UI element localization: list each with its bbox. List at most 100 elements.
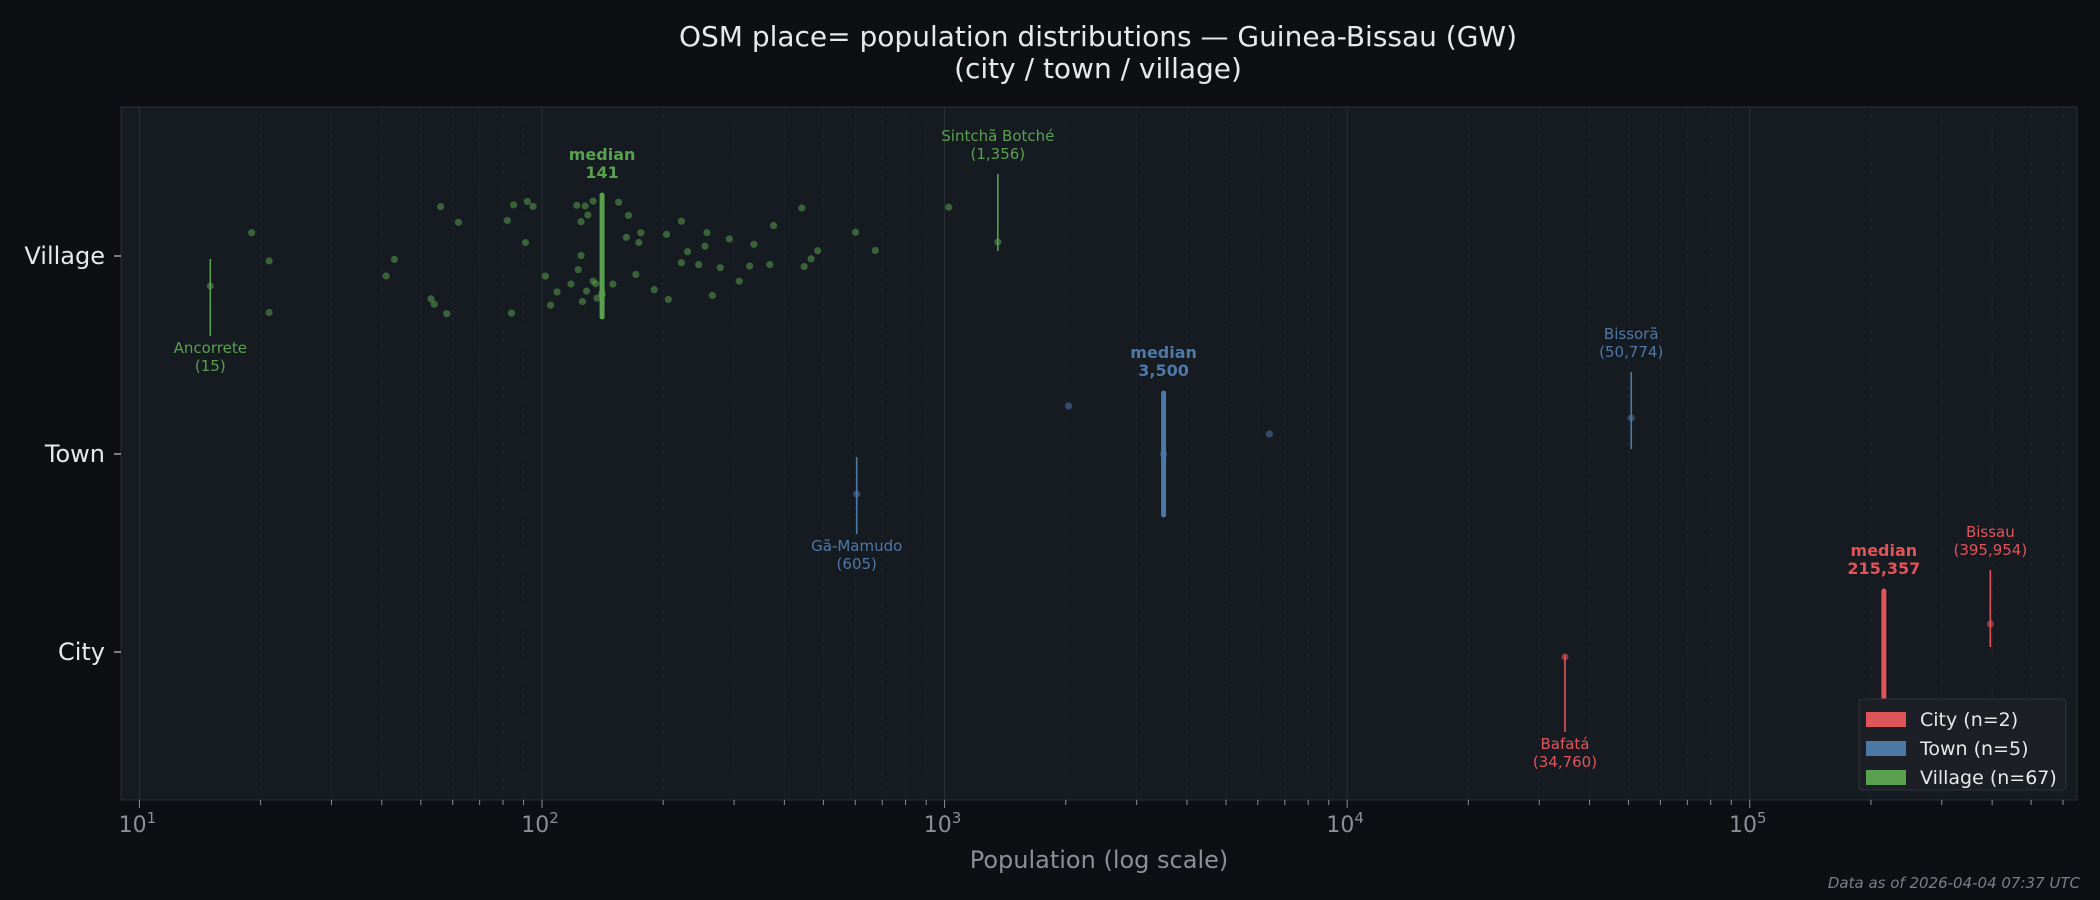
data-point-village <box>582 287 591 295</box>
data-point-village <box>807 255 815 263</box>
data-point-town <box>1065 402 1073 410</box>
data-point-village <box>624 211 633 220</box>
data-point-village <box>664 295 672 304</box>
data-point-village <box>503 216 511 225</box>
data-point-town <box>1160 450 1168 458</box>
data-point-village <box>716 264 724 272</box>
max-annotation-name: Bissau <box>1966 523 2015 541</box>
data-point-village <box>663 230 671 238</box>
data-point-village <box>684 247 692 256</box>
data-point-village <box>443 310 451 318</box>
data-point-village <box>695 260 703 269</box>
data-point-village <box>746 262 754 270</box>
median-value: 3,500 <box>1138 361 1189 380</box>
data-point-village <box>598 291 606 299</box>
legend-label-village: Village (n=67) <box>1920 767 2057 789</box>
data-point-village <box>521 238 530 247</box>
data-point-village <box>541 272 550 280</box>
x-tick-label: 104 <box>1326 809 1364 838</box>
data-point-village <box>677 259 686 267</box>
chart-title: OSM place= population distributions — Gu… <box>679 20 1517 53</box>
x-tick-label: 103 <box>924 809 962 838</box>
data-point-village <box>945 203 953 211</box>
x-tick-label: 101 <box>119 809 157 838</box>
data-point-village <box>265 257 273 265</box>
min-annotation-name: Gã-Mamudo <box>811 537 902 555</box>
data-point-village <box>523 197 532 206</box>
data-point-village <box>430 300 438 308</box>
data-point-village <box>800 262 808 271</box>
min-annotation-value: (15) <box>195 357 226 375</box>
data-point-village <box>454 218 463 226</box>
data-point-village <box>589 197 597 205</box>
data-point-village <box>637 229 645 237</box>
data-point-village <box>798 204 806 212</box>
legend-swatch-city <box>1866 712 1906 727</box>
median-label: median <box>1851 541 1918 560</box>
data-point-village <box>609 280 617 288</box>
data-point-village <box>851 228 860 236</box>
data-point-village <box>701 242 709 250</box>
min-annotation-value: (34,760) <box>1533 753 1597 771</box>
data-point-village <box>871 246 879 255</box>
data-point-village <box>427 295 435 303</box>
median-value: 141 <box>585 163 618 182</box>
data-point-village <box>677 217 686 225</box>
legend-swatch-town <box>1866 741 1906 756</box>
data-point-village <box>382 272 390 280</box>
data-point-village <box>632 270 640 279</box>
data-point-village <box>766 260 774 269</box>
y-tick-label-village: Village <box>24 242 105 270</box>
min-annotation-name: Ancorrete <box>174 339 247 357</box>
legend: City (n=2) Town (n=5) Village (n=67) <box>1858 698 2067 791</box>
data-point-village <box>390 255 399 263</box>
legend-label-town: Town (n=5) <box>1919 738 2029 760</box>
data-point-village <box>553 288 561 296</box>
data-point-village <box>650 286 658 294</box>
data-point-village <box>574 266 582 274</box>
median-label: median <box>569 145 636 164</box>
median-label: median <box>1130 343 1197 362</box>
legend-swatch-village <box>1866 770 1906 785</box>
y-tick-label-city: City <box>58 638 105 666</box>
data-point-village <box>577 218 585 226</box>
data-point-village <box>509 201 518 209</box>
data-point-village <box>577 251 585 260</box>
data-point-village <box>507 309 516 317</box>
data-point-village <box>615 198 623 206</box>
data-point-village <box>581 202 589 210</box>
data-point-village <box>635 238 643 247</box>
data-point-village <box>750 240 758 248</box>
max-annotation-name: Sintchã Botché <box>941 127 1054 145</box>
data-point-village <box>622 233 630 241</box>
max-annotation-value: (1,356) <box>970 145 1025 163</box>
x-tick-label: 102 <box>521 809 559 838</box>
data-timestamp: Data as of 2026-04-04 07:37 UTC <box>1828 874 2081 892</box>
median-value: 215,357 <box>1847 559 1920 578</box>
data-point-village <box>573 201 581 209</box>
x-tick-label: 105 <box>1729 809 1767 838</box>
data-point-village <box>703 229 711 237</box>
data-point-village <box>567 280 575 288</box>
data-point-village <box>584 211 592 219</box>
chart-subtitle: (city / town / village) <box>954 52 1242 85</box>
y-tick-label-town: Town <box>44 440 105 468</box>
plot-area <box>120 106 2078 801</box>
data-point-village <box>814 247 822 255</box>
x-axis-label: Population (log scale) <box>970 846 1229 874</box>
max-annotation-value: (395,954) <box>1953 541 2027 559</box>
data-point-town <box>1265 430 1274 438</box>
max-annotation-value: (50,774) <box>1599 343 1663 361</box>
data-point-village <box>735 277 743 285</box>
data-point-village <box>529 202 537 210</box>
data-point-village <box>248 229 256 237</box>
data-point-village <box>708 291 716 300</box>
data-point-village <box>592 280 600 288</box>
min-annotation-name: Bafatá <box>1540 735 1589 753</box>
data-point-village <box>546 301 555 309</box>
legend-box <box>1858 698 2067 791</box>
